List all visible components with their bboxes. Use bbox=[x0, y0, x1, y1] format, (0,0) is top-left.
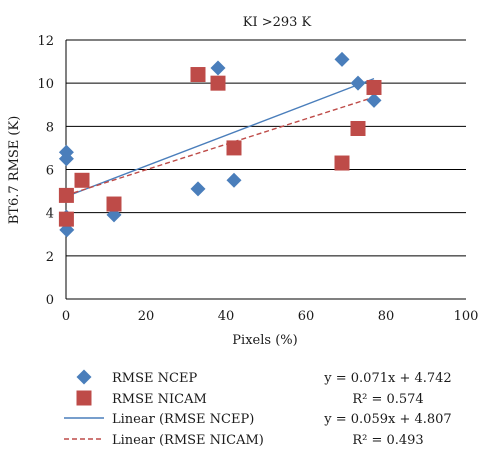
nicam-point bbox=[334, 155, 350, 171]
ncep-point bbox=[226, 172, 242, 188]
legend-square-marker bbox=[76, 390, 92, 406]
ncep-point bbox=[58, 151, 74, 167]
y-tick-label: 0 bbox=[46, 293, 54, 308]
x-tick-label: 80 bbox=[378, 309, 395, 324]
data-points bbox=[58, 51, 382, 238]
ncep-r2: R² = 0.574 bbox=[352, 392, 423, 407]
nicam-point bbox=[190, 67, 206, 83]
y-tick-label: 4 bbox=[46, 207, 54, 222]
ncep-point bbox=[190, 181, 206, 197]
legend-item: RMSE NICAM bbox=[76, 390, 207, 407]
trendline-nicam bbox=[65, 96, 375, 196]
legend-item: RMSE NCEP bbox=[76, 369, 197, 386]
ncep-point bbox=[366, 92, 382, 108]
legend-label: Linear (RMSE NCEP) bbox=[112, 412, 254, 427]
y-tick-label: 8 bbox=[46, 120, 54, 135]
legend: RMSE NCEP RMSE NICAM Linear (RMSE NCEP) Lin… bbox=[64, 369, 264, 448]
x-tick-label: 0 bbox=[62, 309, 70, 324]
y-axis-title: BT6.7 RMSE (K) bbox=[7, 116, 22, 225]
ncep-equation: y = 0.071x + 4.742 bbox=[323, 371, 451, 386]
nicam-point bbox=[366, 79, 382, 95]
grid-lines bbox=[65, 39, 466, 300]
nicam-point bbox=[58, 187, 74, 203]
x-axis-ticks: 0 20 40 60 80 100 bbox=[62, 309, 479, 324]
legend-label: RMSE NICAM bbox=[112, 392, 207, 407]
ncep-point bbox=[334, 51, 350, 67]
y-tick-label: 10 bbox=[37, 77, 54, 92]
nicam-point bbox=[106, 196, 122, 212]
y-tick-label: 12 bbox=[37, 34, 54, 49]
legend-label: Linear (RMSE NICAM) bbox=[112, 433, 264, 448]
y-axis-ticks: 0 2 4 6 8 10 12 bbox=[37, 34, 54, 308]
nicam-r2: R² = 0.493 bbox=[352, 433, 423, 448]
nicam-point bbox=[350, 120, 366, 136]
x-tick-label: 20 bbox=[138, 309, 155, 324]
nicam-point bbox=[74, 172, 90, 188]
nicam-point bbox=[58, 211, 74, 227]
nicam-point bbox=[226, 140, 242, 156]
x-tick-label: 40 bbox=[218, 309, 235, 324]
x-tick-label: 100 bbox=[454, 309, 479, 324]
trend-equations: y = 0.071x + 4.742 R² = 0.574 y = 0.059x… bbox=[323, 371, 451, 448]
legend-diamond-marker bbox=[76, 369, 92, 385]
trendlines bbox=[65, 78, 375, 198]
ncep-point bbox=[350, 75, 366, 91]
x-tick-label: 60 bbox=[298, 309, 315, 324]
legend-item: Linear (RMSE NICAM) bbox=[64, 433, 264, 448]
x-axis-title: Pixels (%) bbox=[232, 333, 297, 348]
legend-label: RMSE NCEP bbox=[112, 371, 197, 386]
ncep-point bbox=[210, 60, 226, 76]
nicam-equation: y = 0.059x + 4.807 bbox=[323, 412, 451, 427]
trendline-ncep bbox=[65, 78, 375, 198]
y-tick-label: 2 bbox=[46, 250, 54, 265]
y-tick-label: 6 bbox=[46, 164, 54, 179]
nicam-point bbox=[210, 75, 226, 91]
chart-title: KI >293 K bbox=[243, 15, 312, 30]
legend-item: Linear (RMSE NCEP) bbox=[64, 412, 254, 427]
